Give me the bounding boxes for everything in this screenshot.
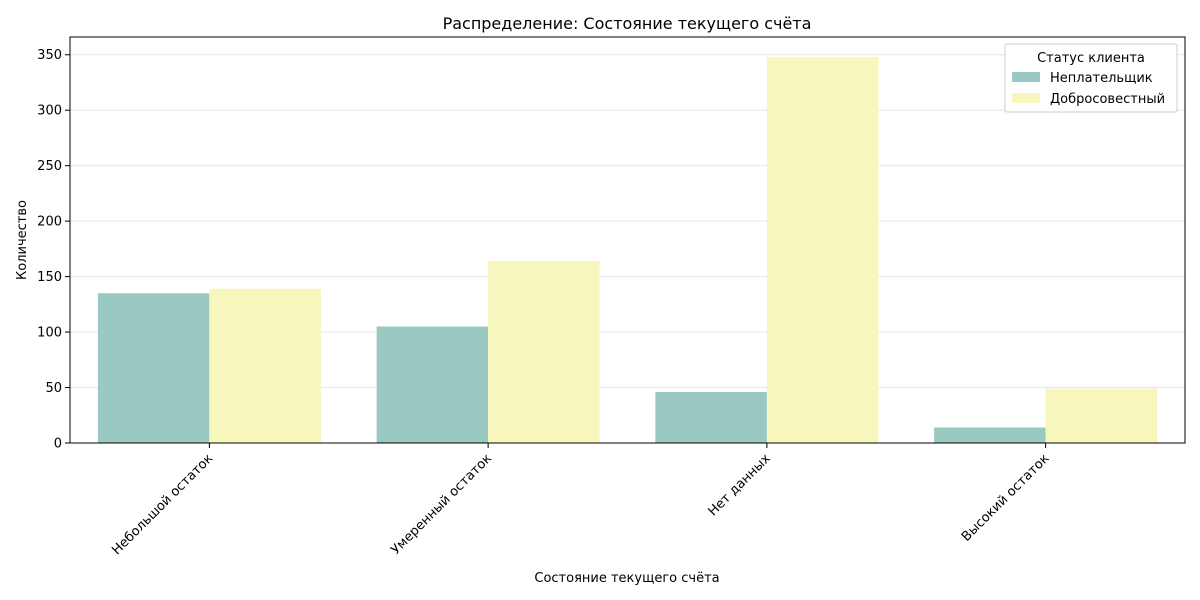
bars [97, 56, 1158, 443]
bar [376, 326, 489, 443]
legend-title: Статус клиента [1037, 51, 1145, 66]
y-tick-label: 0 [54, 437, 62, 452]
legend-frame [1004, 43, 1178, 113]
y-tick-label: 100 [37, 326, 62, 341]
x-axis: Небольшой остаток Умеренный остаток Нет да… [109, 443, 1053, 558]
x-tick-label: Нет данных [706, 451, 774, 519]
bar [1045, 388, 1158, 443]
chart-title: Распределение: Состояние текущего счёта [443, 14, 812, 33]
bar [655, 391, 767, 443]
x-tick-label: Умеренный остаток [388, 451, 495, 558]
y-tick-label: 50 [45, 381, 62, 396]
bar [209, 288, 321, 443]
legend-label-0: Неплательщик [1050, 71, 1153, 86]
bar [97, 293, 210, 443]
y-tick-label: 250 [37, 159, 62, 174]
x-tick-label: Небольшой остаток [109, 451, 216, 558]
y-axis-title: Количество [15, 200, 30, 280]
plot-frame [69, 36, 1186, 444]
bar [934, 427, 1046, 443]
legend: Статус клиента Неплательщик Добросовестн… [1004, 43, 1178, 113]
y-axis: 0 50 100 150 200 250 300 350 [37, 48, 70, 452]
y-tick-label: 150 [37, 270, 62, 285]
bar [488, 261, 600, 443]
legend-swatch-0 [1012, 72, 1040, 82]
bar [766, 56, 879, 443]
y-tick-label: 200 [37, 215, 62, 230]
y-tick-label: 300 [37, 104, 62, 119]
y-tick-label: 350 [37, 48, 62, 63]
x-axis-title: Состояние текущего счёта [534, 571, 719, 586]
legend-label-1: Добросовестный [1050, 92, 1165, 107]
legend-swatch-1 [1012, 93, 1040, 103]
x-tick-label: Высокий остаток [959, 451, 1053, 545]
